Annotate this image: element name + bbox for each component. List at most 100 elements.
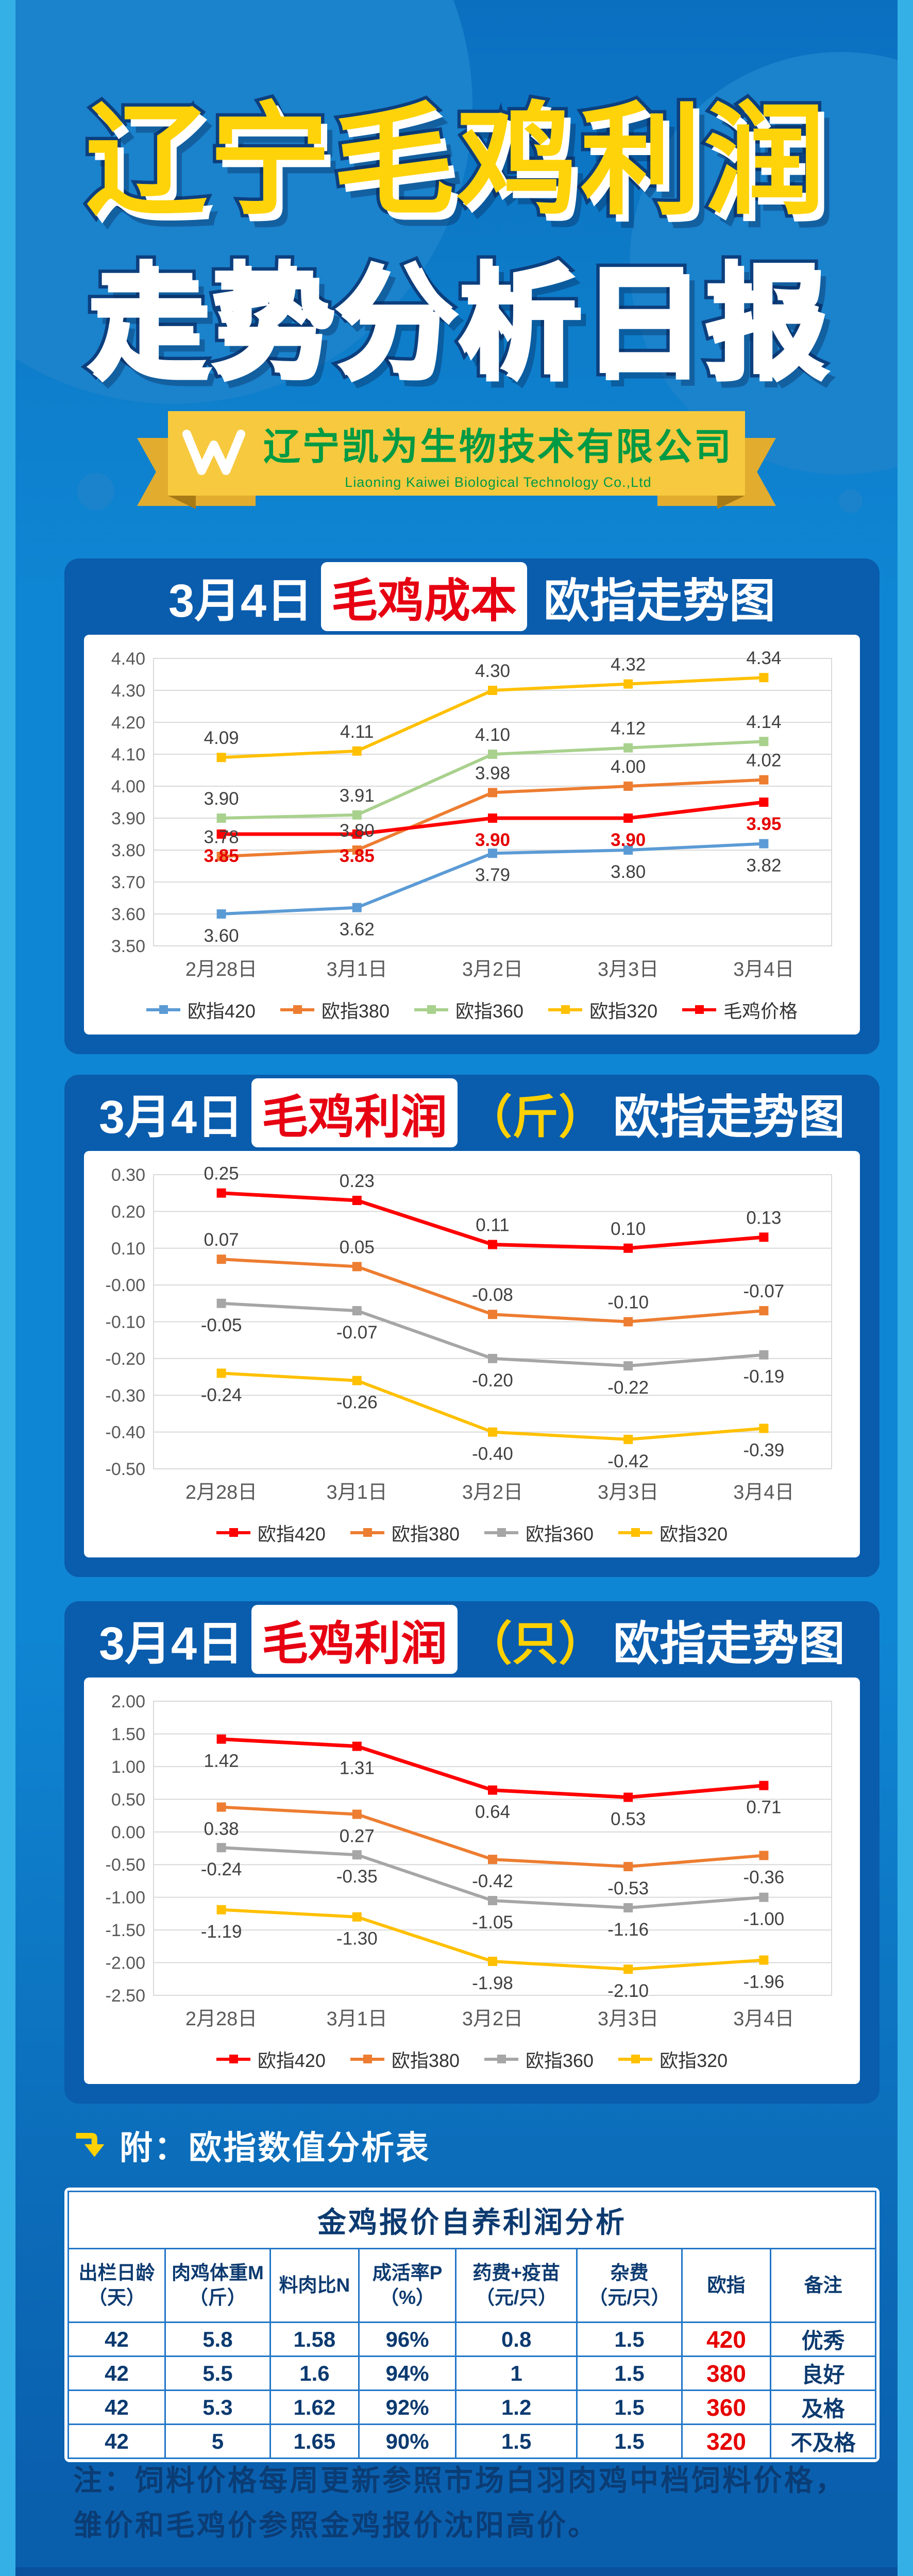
- y-tick-label: 0.20: [111, 1202, 145, 1222]
- cell: 1: [455, 2355, 578, 2391]
- data-point: [759, 1781, 769, 1790]
- legend-marker: [631, 1528, 640, 1537]
- data-label: 3.62: [340, 920, 375, 940]
- data-label: 4.10: [475, 725, 510, 745]
- legend-label: 欧指320: [589, 1001, 658, 1022]
- legend-label: 欧指380: [391, 1523, 460, 1545]
- data-label: 0.53: [611, 1809, 646, 1829]
- profit-bird-chart-legend: 欧指420 欧指380 欧指360 欧指320: [89, 2041, 855, 2078]
- analysis-table-card: 金鸡报价自养利润分析 出栏日龄 （天） 肉鸡体重M （斤） 料肉比N 成活率P （%）…: [64, 2188, 880, 2462]
- y-tick-label: 2.00: [111, 1692, 145, 1711]
- data-label: -0.42: [472, 1871, 513, 1891]
- data-label: 3.82: [746, 856, 781, 876]
- decor-circle: [839, 489, 863, 513]
- data-label: -1.16: [607, 1920, 649, 1940]
- title-suffix: 欧指走势图: [613, 1092, 846, 1143]
- y-tick-label: -0.50: [106, 1460, 146, 1479]
- y-tick-label: -0.00: [106, 1276, 146, 1295]
- data-point: [759, 775, 769, 785]
- data-label: 3.80: [611, 862, 646, 882]
- header-line: （斤）: [189, 2287, 246, 2308]
- remark-cell: 及格: [770, 2389, 876, 2425]
- data-label: 0.23: [340, 1171, 375, 1191]
- data-label: -1.98: [472, 1973, 513, 1993]
- data-label: 3.90: [611, 830, 646, 850]
- x-tick-label: 2月28日: [185, 959, 257, 980]
- data-point: [352, 746, 362, 756]
- data-point: [759, 673, 769, 683]
- header-cell: 药费+疫苗 （元/只）: [455, 2248, 578, 2323]
- remark-cell: 良好: [770, 2355, 876, 2391]
- euro-index-cell: 320: [681, 2424, 772, 2459]
- data-label: -1.00: [743, 1909, 785, 1929]
- header-cell: 肉鸡体重M （斤）: [164, 2248, 271, 2323]
- section-title: 3月4日 毛鸡利润 （只） 欧指走势图: [64, 1601, 880, 1677]
- decor-circle: [77, 473, 114, 510]
- data-point: [623, 1862, 633, 1872]
- data-point: [623, 1964, 633, 1974]
- poster-page: 辽宁毛鸡利润 走势分析日报 辽宁凯为生物技术有限公司 Liaoning Kaiw…: [15, 0, 898, 2576]
- x-tick-label: 3月2日: [462, 959, 523, 980]
- profit-jin-chart-plot: 0.30 0.20 0.10 -0.00 -0.10 -0.20 -0.30 -0.40 -0.…: [106, 1164, 832, 1503]
- header-line: （元/只）: [588, 2287, 670, 2308]
- x-tick-label: 3月1日: [327, 1482, 387, 1503]
- data-label: -0.20: [472, 1370, 513, 1391]
- data-label: -1.30: [336, 1929, 378, 1949]
- legend-swatch: [618, 2055, 653, 2063]
- x-tick-label: 2月28日: [185, 2008, 257, 2030]
- legend-item: 欧指380: [350, 2046, 460, 2073]
- y-tick-label: 4.00: [111, 777, 145, 796]
- data-label: -0.39: [743, 1440, 785, 1460]
- x-tick-label: 3月2日: [462, 2008, 523, 2030]
- data-label: -0.40: [472, 1444, 513, 1464]
- data-label: 4.09: [204, 728, 239, 748]
- cell: 96%: [358, 2321, 457, 2357]
- data-label: 4.00: [611, 757, 646, 777]
- data-point: [352, 1262, 362, 1272]
- data-label: -0.24: [201, 1385, 242, 1405]
- data-point: [216, 1802, 226, 1812]
- data-label: -1.96: [743, 1972, 785, 1992]
- y-tick-label: -0.40: [106, 1423, 146, 1443]
- table-title: 金鸡报价自养利润分析: [67, 2191, 876, 2249]
- data-point: [623, 1434, 633, 1444]
- legend-item: 欧指360: [484, 1519, 594, 1546]
- data-label: 0.10: [611, 1219, 646, 1239]
- section-title: 3月4日 毛鸡利润 （斤） 欧指走势图: [64, 1075, 880, 1151]
- cell: 94%: [358, 2355, 457, 2391]
- y-tick-label: -0.30: [106, 1386, 146, 1405]
- data-point: [352, 845, 362, 855]
- cell: 42: [67, 2424, 166, 2459]
- x-tick-label: 3月3日: [598, 959, 658, 980]
- cell: 1.62: [269, 2389, 360, 2425]
- data-label: 3.90: [475, 830, 510, 850]
- y-tick-label: 4.10: [111, 745, 145, 765]
- header-line: 药费+疫苗: [472, 2262, 560, 2283]
- poster-title-line2: 走势分析日报: [82, 252, 829, 390]
- legend-marker: [561, 1005, 570, 1014]
- cell: 1.6: [269, 2355, 360, 2391]
- data-point: [216, 753, 226, 762]
- cell: 0.8: [455, 2321, 578, 2357]
- data-label: 4.11: [340, 722, 374, 742]
- data-point: [759, 1232, 769, 1242]
- legend-swatch: [350, 2055, 384, 2063]
- legend-marker: [293, 1005, 302, 1014]
- data-point: [623, 845, 633, 855]
- y-tick-label: 3.50: [111, 937, 145, 956]
- legend-label: 欧指360: [526, 2050, 594, 2071]
- footer: 服务 电话 13840641668 公司地址： 辽宁省锦州市高新技术产业开发区工…: [15, 2567, 898, 2576]
- y-tick-label: -1.00: [106, 1888, 146, 1908]
- legend-item: 欧指380: [280, 996, 390, 1023]
- header-cell: 料肉比N: [269, 2248, 360, 2323]
- legend-marker: [427, 1005, 436, 1014]
- y-tick-label: 3.80: [111, 841, 145, 860]
- data-label: -0.19: [743, 1367, 785, 1387]
- section-title: 3月4日 毛鸡成本 欧指走势图: [64, 558, 880, 635]
- legend-item: 欧指320: [618, 2046, 728, 2073]
- data-point: [216, 829, 226, 839]
- data-point: [623, 743, 633, 753]
- data-point: [759, 1892, 769, 1902]
- data-point: [623, 1903, 633, 1912]
- title-suffix: 欧指走势图: [613, 1618, 846, 1670]
